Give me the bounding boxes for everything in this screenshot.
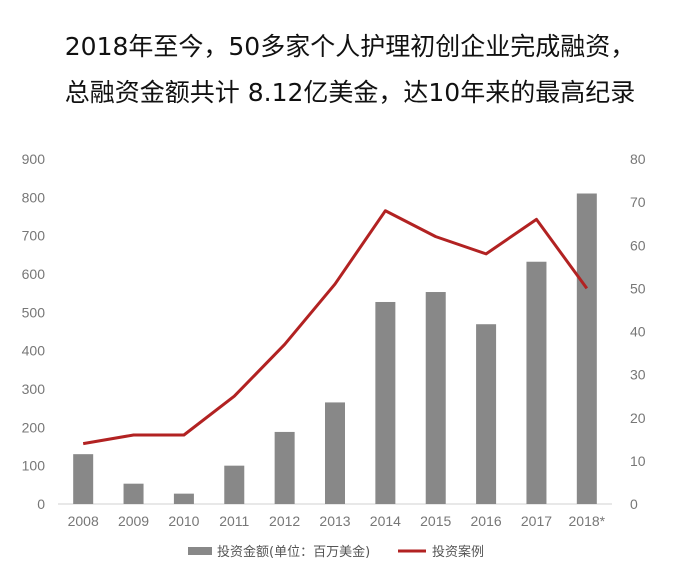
- right-tick-label: 20: [630, 410, 646, 426]
- right-tick-label: 0: [630, 496, 638, 512]
- x-tick-label: 2015: [420, 513, 451, 529]
- left-tick-label: 400: [22, 343, 46, 359]
- x-tick-label: 2011: [219, 513, 249, 529]
- right-tick-label: 40: [630, 324, 646, 340]
- bar-2018*: [576, 193, 597, 504]
- bar-2010: [173, 493, 194, 504]
- left-tick-label: 100: [22, 458, 46, 474]
- right-axis-ticks: 0 10 20 30 40 50 60 70 80: [630, 151, 646, 512]
- right-tick-label: 30: [630, 367, 646, 383]
- legend: 投资金额(单位：百万美金) 投资案例: [188, 544, 484, 560]
- left-tick-label: 700: [22, 228, 46, 244]
- right-tick-label: 10: [630, 453, 646, 469]
- x-tick-label: 2014: [370, 513, 401, 529]
- bar-2017: [526, 261, 547, 504]
- bar-2009: [123, 483, 144, 504]
- left-tick-label: 300: [22, 381, 46, 397]
- left-tick-label: 800: [22, 189, 46, 205]
- left-tick-label: 500: [22, 304, 46, 320]
- bar-2015: [425, 292, 446, 504]
- x-tick-label: 2008: [68, 513, 99, 529]
- right-tick-label: 50: [630, 280, 646, 296]
- chart-title-line-1: 2018年至今，50多家个人护理初创企业完成融资，: [64, 32, 636, 61]
- x-tick-label: 2018*: [569, 513, 606, 529]
- bar-2008: [73, 454, 94, 504]
- line-series: [82, 209, 589, 446]
- x-tick-label: 2010: [168, 513, 199, 529]
- bar-2012: [274, 431, 295, 504]
- x-tick-label: 2016: [471, 513, 502, 529]
- bar-2011: [224, 465, 245, 504]
- left-tick-label: 0: [37, 496, 45, 512]
- x-axis-ticks: 2008 2009 2010 2011 2012 2013 2014 2015 2016 2017…: [68, 513, 606, 529]
- x-tick-label: 2012: [269, 513, 300, 529]
- chart-title-line-2: 总融资金额共计 8.12亿美金，达10年来的最高纪录: [64, 78, 636, 107]
- x-tick-label: 2009: [118, 513, 149, 529]
- bar-2016: [476, 324, 497, 504]
- left-axis-ticks: 0 100 200 300 400 500 600 700 800 900: [22, 151, 46, 512]
- right-tick-label: 80: [630, 151, 646, 167]
- x-tick-label: 2013: [319, 513, 350, 529]
- bar-2013: [325, 402, 345, 504]
- legend-label-line: 投资案例: [432, 544, 484, 560]
- legend-swatch-bar: [188, 547, 212, 555]
- legend-label-bar: 投资金额(单位：百万美金): [217, 544, 370, 560]
- right-tick-label: 70: [630, 194, 646, 210]
- right-tick-label: 60: [630, 237, 646, 253]
- left-tick-label: 600: [22, 266, 46, 282]
- bar-series: [73, 193, 597, 504]
- x-tick-label: 2017: [521, 513, 552, 529]
- left-tick-label: 200: [22, 419, 46, 435]
- left-tick-label: 900: [22, 151, 46, 167]
- bar-2014: [375, 301, 396, 504]
